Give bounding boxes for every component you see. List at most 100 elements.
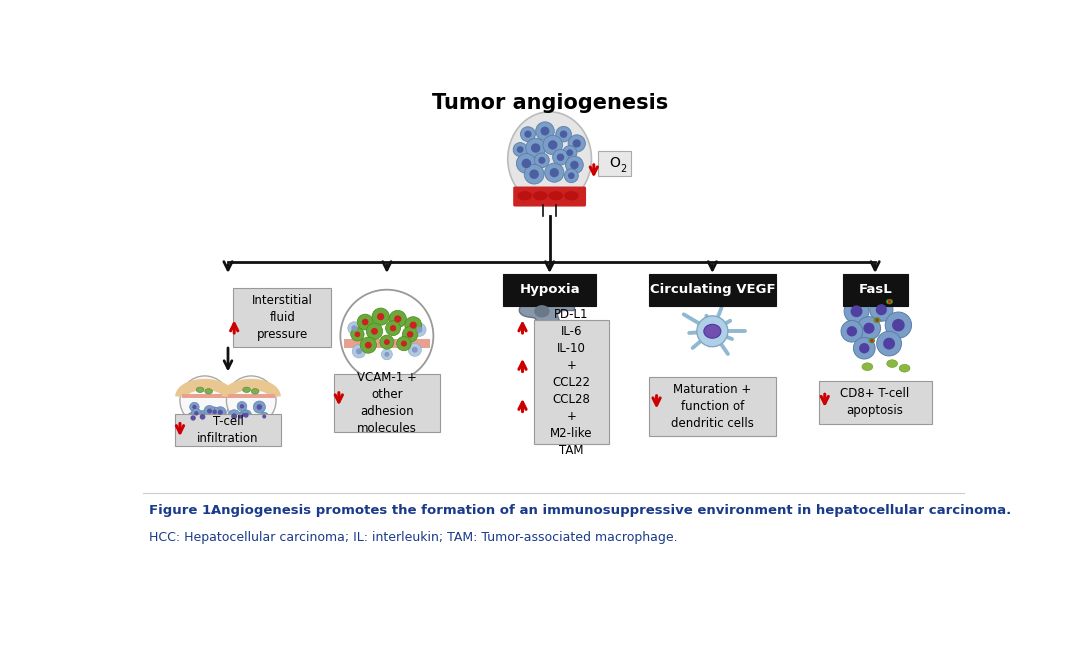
Circle shape <box>390 325 396 331</box>
Circle shape <box>190 402 199 412</box>
Circle shape <box>526 138 545 158</box>
Ellipse shape <box>205 388 213 394</box>
Circle shape <box>535 153 550 168</box>
Circle shape <box>384 352 390 357</box>
Circle shape <box>529 169 539 179</box>
Text: Circulating VEGF: Circulating VEGF <box>649 283 775 297</box>
Circle shape <box>396 337 411 351</box>
Text: Interstitial
fluid
pressure: Interstitial fluid pressure <box>252 294 313 341</box>
Circle shape <box>228 410 241 423</box>
Circle shape <box>566 150 573 156</box>
Circle shape <box>563 146 577 159</box>
Text: 2: 2 <box>620 164 626 174</box>
Ellipse shape <box>887 359 897 367</box>
Circle shape <box>238 401 247 411</box>
Ellipse shape <box>869 338 875 343</box>
Circle shape <box>543 135 563 155</box>
Bar <box>228 394 274 398</box>
Circle shape <box>875 318 879 322</box>
Circle shape <box>845 299 869 323</box>
Circle shape <box>340 290 433 382</box>
Circle shape <box>197 411 208 423</box>
Circle shape <box>544 163 564 182</box>
Circle shape <box>521 127 536 142</box>
Circle shape <box>559 131 567 138</box>
Circle shape <box>231 413 238 419</box>
Circle shape <box>570 161 579 169</box>
Circle shape <box>522 159 531 168</box>
Circle shape <box>356 348 362 354</box>
Circle shape <box>536 122 554 140</box>
Circle shape <box>572 139 581 148</box>
Ellipse shape <box>900 364 910 372</box>
Circle shape <box>381 349 392 360</box>
Circle shape <box>401 340 407 346</box>
Circle shape <box>357 314 373 330</box>
Circle shape <box>204 405 215 417</box>
Circle shape <box>841 321 863 342</box>
Bar <box>345 339 430 348</box>
Circle shape <box>239 415 242 419</box>
Circle shape <box>565 169 578 182</box>
Text: CD8+ T-cell
apoptosis: CD8+ T-cell apoptosis <box>840 387 909 417</box>
Circle shape <box>516 154 537 173</box>
Text: Maturation +
function of
dendritic cells: Maturation + function of dendritic cells <box>671 383 754 430</box>
Circle shape <box>556 127 571 142</box>
Polygon shape <box>519 293 575 332</box>
Circle shape <box>517 146 524 153</box>
Circle shape <box>553 150 568 165</box>
Circle shape <box>525 131 531 138</box>
FancyBboxPatch shape <box>334 374 440 432</box>
Circle shape <box>383 339 390 345</box>
Circle shape <box>411 347 418 353</box>
Circle shape <box>863 323 875 334</box>
Circle shape <box>240 411 248 419</box>
Circle shape <box>403 327 418 342</box>
Text: Hypoxia: Hypoxia <box>519 283 580 297</box>
Circle shape <box>194 411 199 415</box>
Ellipse shape <box>887 299 893 304</box>
Ellipse shape <box>862 363 873 371</box>
Text: Tumor angiogenesis: Tumor angiogenesis <box>432 92 667 113</box>
Circle shape <box>244 413 248 418</box>
Circle shape <box>257 404 262 410</box>
Circle shape <box>538 157 545 164</box>
Ellipse shape <box>874 318 880 323</box>
Circle shape <box>191 409 201 419</box>
Circle shape <box>697 316 728 346</box>
Circle shape <box>858 317 880 340</box>
Circle shape <box>513 142 527 157</box>
Circle shape <box>260 412 269 421</box>
Circle shape <box>240 404 244 409</box>
Ellipse shape <box>508 112 592 206</box>
Text: HCC: Hepatocellular carcinoma; IL: interleukin; TAM: Tumor-associated macrophage: HCC: Hepatocellular carcinoma; IL: inter… <box>149 531 677 544</box>
FancyBboxPatch shape <box>649 274 775 306</box>
Circle shape <box>386 321 401 336</box>
Circle shape <box>870 339 874 342</box>
Circle shape <box>242 413 246 417</box>
Ellipse shape <box>535 305 550 318</box>
Circle shape <box>405 317 421 333</box>
Text: VCAM-1 +
other
adhesion
molecules: VCAM-1 + other adhesion molecules <box>356 371 417 435</box>
Circle shape <box>180 376 230 425</box>
Circle shape <box>190 415 195 420</box>
Circle shape <box>888 300 891 303</box>
Ellipse shape <box>197 387 204 392</box>
Text: Figure 1.: Figure 1. <box>149 504 216 517</box>
Circle shape <box>262 415 266 419</box>
FancyBboxPatch shape <box>175 414 281 446</box>
Circle shape <box>362 319 368 325</box>
Ellipse shape <box>252 388 259 394</box>
Bar <box>181 394 228 398</box>
FancyBboxPatch shape <box>819 380 932 424</box>
Circle shape <box>550 168 558 177</box>
Circle shape <box>372 328 378 335</box>
Circle shape <box>380 335 394 349</box>
FancyBboxPatch shape <box>513 186 586 207</box>
Circle shape <box>210 407 219 417</box>
Text: T-cell
infiltration: T-cell infiltration <box>198 415 259 445</box>
Circle shape <box>886 312 912 338</box>
Circle shape <box>354 331 361 337</box>
Circle shape <box>351 325 357 331</box>
FancyBboxPatch shape <box>649 377 775 436</box>
